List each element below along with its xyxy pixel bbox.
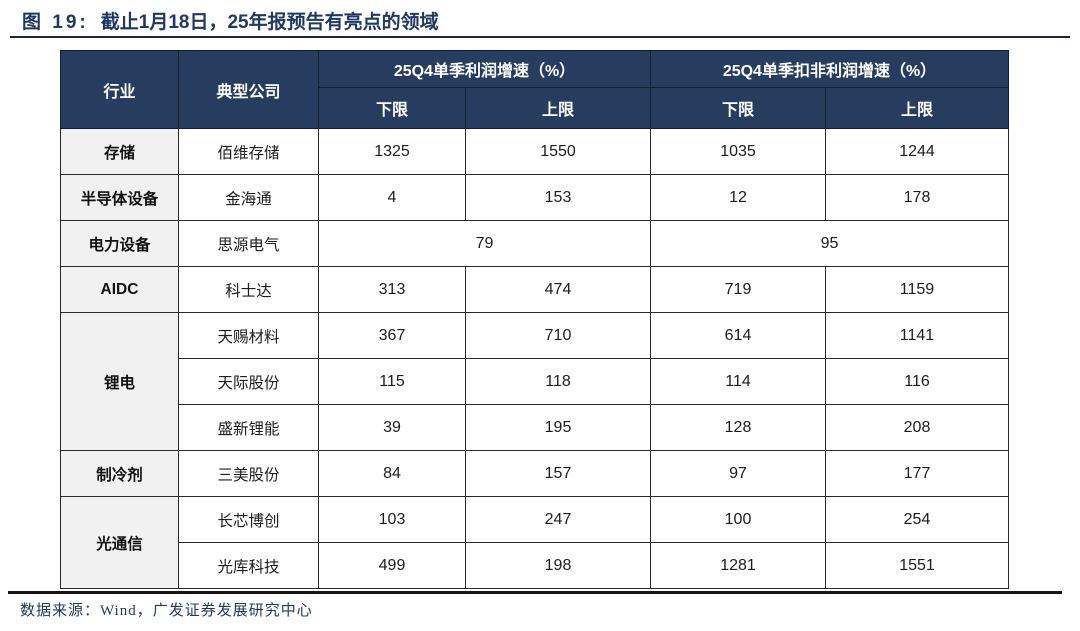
table-row: 半导体设备 金海通 4 153 12 178 (60, 174, 1009, 221)
company-cell: 盛新锂能 (178, 404, 319, 451)
value-cell: 195 (465, 404, 651, 451)
header-g1-upper: 上限 (465, 87, 651, 129)
value-cell: 499 (318, 542, 466, 589)
value-cell: 153 (465, 174, 651, 221)
company-cell: 天赐材料 (178, 312, 319, 359)
company-cell: 佰维存储 (178, 128, 319, 175)
value-cell: 177 (825, 450, 1009, 497)
company-cell: 光库科技 (178, 542, 319, 589)
value-cell: 247 (465, 496, 651, 543)
company-cell: 天际股份 (178, 358, 319, 405)
value-cell: 719 (650, 266, 826, 313)
title-divider-rule (10, 36, 1070, 38)
industry-cell: 锂电 (60, 312, 179, 451)
value-cell: 178 (825, 174, 1009, 221)
table-row: 光通信 长芯博创 103 247 100 254 (60, 496, 1009, 589)
value-cell: 1159 (825, 266, 1009, 313)
table-row: 锂电 天赐材料 367 710 614 1141 (60, 312, 1009, 451)
value-cell: 367 (318, 312, 466, 359)
value-cell: 97 (650, 450, 826, 497)
company-cell: 三美股份 (178, 450, 319, 497)
company-cell: 长芯博创 (178, 496, 319, 543)
header-g2-lower: 下限 (650, 87, 826, 129)
value-cell: 1551 (825, 542, 1009, 589)
header-company: 典型公司 (178, 50, 319, 129)
company-cell: 思源电气 (178, 220, 319, 267)
industry-cell: 半导体设备 (60, 174, 179, 221)
value-cell: 208 (825, 404, 1009, 451)
table-header: 行业 典型公司 25Q4单季利润增速（%） 25Q4单季扣非利润增速（%） 下限… (60, 50, 1009, 129)
value-cell: 1281 (650, 542, 826, 589)
value-cell: 128 (650, 404, 826, 451)
value-cell: 100 (650, 496, 826, 543)
value-cell: 1141 (825, 312, 1009, 359)
value-cell: 114 (650, 358, 826, 405)
table-row: 制冷剂 三美股份 84 157 97 177 (60, 450, 1009, 497)
value-cell: 103 (318, 496, 466, 543)
value-cell: 4 (318, 174, 466, 221)
table-row: 存储 佰维存储 1325 1550 1035 1244 (60, 128, 1009, 175)
table-row: AIDC 科士达 313 474 719 1159 (60, 266, 1009, 313)
industry-cell: AIDC (60, 266, 179, 313)
company-cell: 金海通 (178, 174, 319, 221)
value-cell: 1325 (318, 128, 466, 175)
industry-cell: 光通信 (60, 496, 179, 589)
table-row: 光库科技 499 198 1281 1551 (61, 542, 1009, 589)
company-cell: 科士达 (178, 266, 319, 313)
value-cell: 118 (465, 358, 651, 405)
figure-number-label: 图 19: (22, 12, 89, 33)
value-cell: 1035 (650, 128, 826, 175)
value-cell: 157 (465, 450, 651, 497)
value-cell: 198 (465, 542, 651, 589)
header-group-deducted-profit-growth: 25Q4单季扣非利润增速（%） (650, 50, 1009, 88)
value-cell: 116 (825, 358, 1009, 405)
industry-cell: 制冷剂 (60, 450, 179, 497)
figure-title-text: 截止1月18日，25年报预告有亮点的领域 (100, 12, 439, 33)
table-body: 存储 佰维存储 1325 1550 1035 1244 半导体设备 金海通 4 … (60, 128, 1009, 589)
header-group-profit-growth: 25Q4单季利润增速（%） (318, 50, 651, 88)
value-cell: 254 (825, 496, 1009, 543)
figure-title: 图 19: 截止1月18日，25年报预告有亮点的领域 (22, 7, 439, 34)
header-g2-upper: 上限 (825, 87, 1009, 129)
data-source-note: 数据来源：Wind，广发证券发展研究中心 (20, 603, 313, 619)
industry-cell: 电力设备 (60, 220, 179, 267)
value-cell: 12 (650, 174, 826, 221)
header-industry: 行业 (60, 50, 179, 129)
value-cell: 84 (318, 450, 466, 497)
value-cell: 313 (318, 266, 466, 313)
table-row: 盛新锂能 39 195 128 208 (61, 404, 1009, 451)
table-row: 电力设备 思源电气 79 95 (60, 220, 1009, 267)
value-cell: 39 (318, 404, 466, 451)
value-cell: 614 (650, 312, 826, 359)
value-cell: 115 (318, 358, 466, 405)
value-cell-merged: 79 (318, 220, 651, 267)
value-cell: 1244 (825, 128, 1009, 175)
earnings-preview-table: 行业 典型公司 25Q4单季利润增速（%） 25Q4单季扣非利润增速（%） 下限… (60, 50, 1009, 589)
header-g1-lower: 下限 (318, 87, 466, 129)
value-cell: 1550 (465, 128, 651, 175)
value-cell: 710 (465, 312, 651, 359)
bottom-divider-rule (8, 591, 1062, 594)
value-cell: 474 (465, 266, 651, 313)
industry-cell: 存储 (60, 128, 179, 175)
table-row: 天际股份 115 118 114 116 (61, 358, 1009, 405)
value-cell-merged: 95 (650, 220, 1009, 267)
